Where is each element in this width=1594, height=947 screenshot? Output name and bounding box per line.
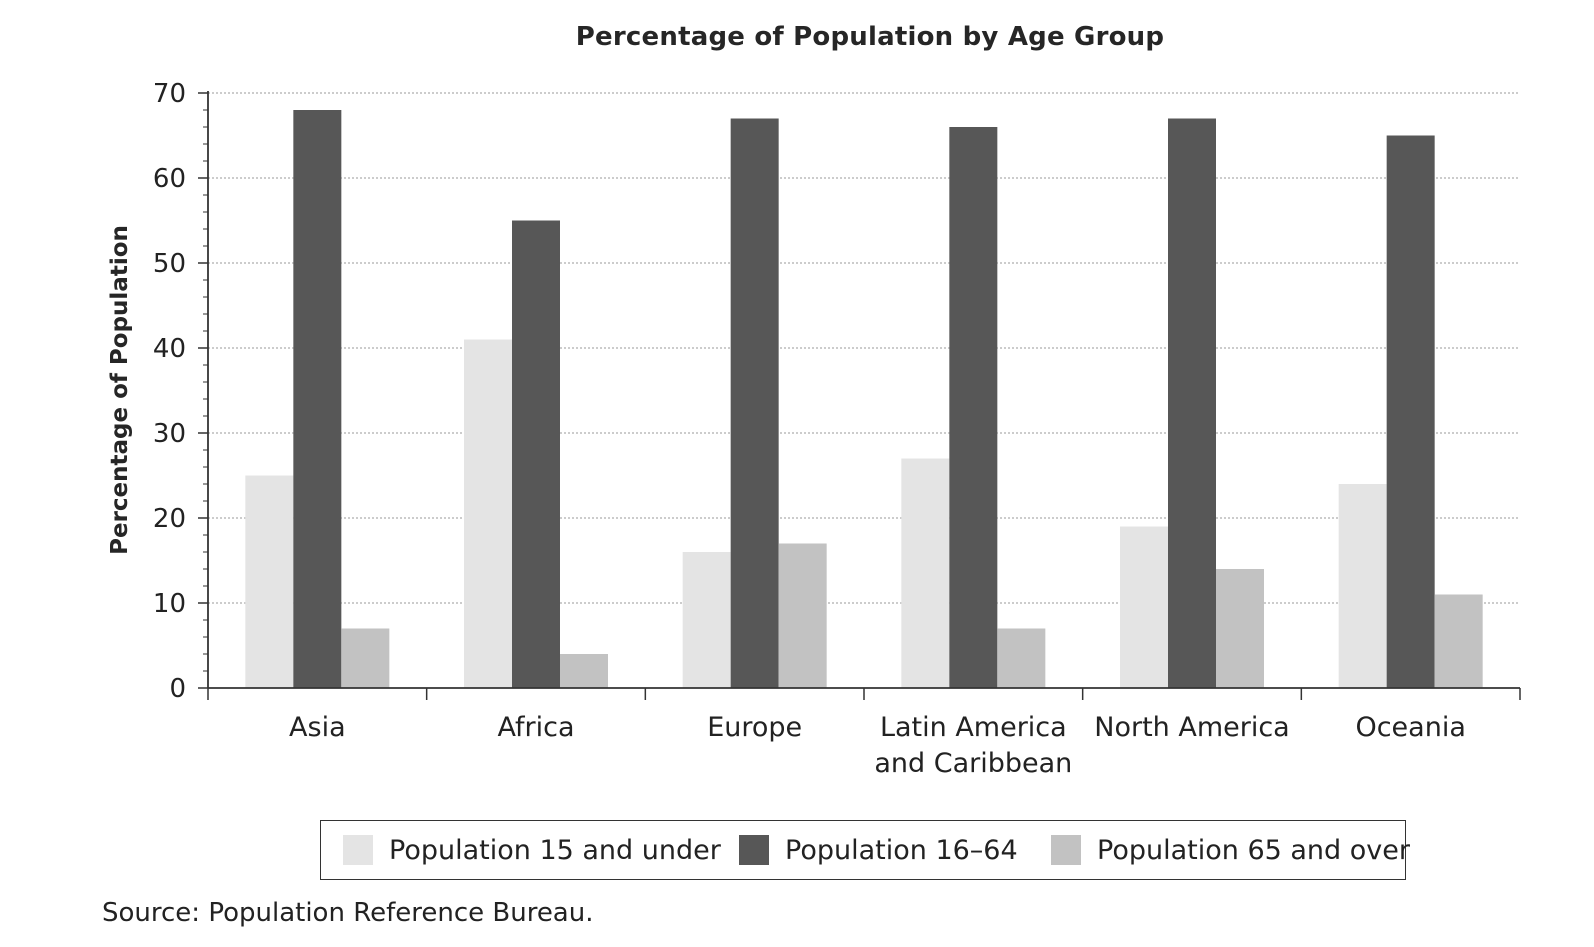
y-tick-label-40: 40 bbox=[153, 334, 186, 364]
y-tick-label-0: 0 bbox=[169, 674, 186, 704]
y-tick-label-20: 20 bbox=[153, 504, 186, 534]
bar-0-0 bbox=[245, 475, 294, 688]
y-tick-label-50: 50 bbox=[153, 249, 186, 279]
legend-item-16-64: Population 16–64 bbox=[739, 821, 1018, 879]
y-tick-label-30: 30 bbox=[153, 419, 186, 449]
bar-3-0 bbox=[901, 458, 950, 688]
legend-swatch-15-and-under bbox=[343, 835, 373, 865]
legend-item-15-and-under: Population 15 and under bbox=[343, 821, 721, 879]
legend: Population 15 and under Population 16–64… bbox=[320, 820, 1410, 880]
bar-4-0 bbox=[1120, 526, 1168, 688]
source-note: Source: Population Reference Bureau. bbox=[102, 898, 594, 928]
chart-title: Percentage of Population by Age Group bbox=[575, 22, 1165, 52]
bar-5-0 bbox=[1338, 484, 1387, 688]
gridlines bbox=[208, 92, 1520, 604]
bar-4-2 bbox=[1216, 569, 1264, 688]
legend-swatch-65-and-over bbox=[1051, 835, 1081, 865]
legend-item-65-and-over: Population 65 and over bbox=[1051, 821, 1410, 879]
y-tick-label-10: 10 bbox=[153, 589, 186, 619]
bar-0-1 bbox=[293, 110, 342, 688]
bars bbox=[245, 110, 1483, 688]
bar-3-1 bbox=[949, 127, 998, 688]
bar-2-1 bbox=[730, 118, 779, 688]
bar-5-1 bbox=[1386, 135, 1435, 688]
y-tick-label-70: 70 bbox=[153, 79, 186, 109]
y-tick-label-60: 60 bbox=[153, 164, 186, 194]
bar-2-2 bbox=[778, 543, 827, 688]
x-tick-label-2-0: Europe bbox=[707, 712, 802, 743]
bar-3-2 bbox=[997, 628, 1046, 688]
axis-labels: 0 10 20 30 40 50 60 70 Asia Africa Europe Latin Ame… bbox=[153, 79, 1466, 779]
bar-4-1 bbox=[1168, 118, 1216, 688]
bar-1-2 bbox=[560, 654, 608, 688]
bar-0-2 bbox=[341, 628, 390, 688]
x-tick-label-4-0: North America bbox=[1094, 712, 1289, 743]
x-tick-label-1-0: Africa bbox=[497, 712, 574, 743]
bar-1-0 bbox=[464, 339, 512, 688]
legend-label-15-and-under: Population 15 and under bbox=[389, 834, 721, 866]
axes bbox=[198, 91, 1521, 700]
legend-label-16-64: Population 16–64 bbox=[785, 834, 1018, 866]
bar-2-0 bbox=[682, 552, 731, 688]
legend-label-65-and-over: Population 65 and over bbox=[1097, 834, 1410, 866]
x-tick-label-3-1: and Caribbean bbox=[874, 748, 1072, 779]
x-tick-label-3-0: Latin America bbox=[880, 712, 1067, 743]
x-tick-label-5-0: Oceania bbox=[1355, 712, 1465, 743]
bar-1-1 bbox=[512, 220, 560, 688]
bar-5-2 bbox=[1434, 594, 1483, 688]
x-tick-label-0-0: Asia bbox=[289, 712, 346, 743]
legend-swatch-16-64 bbox=[739, 835, 769, 865]
